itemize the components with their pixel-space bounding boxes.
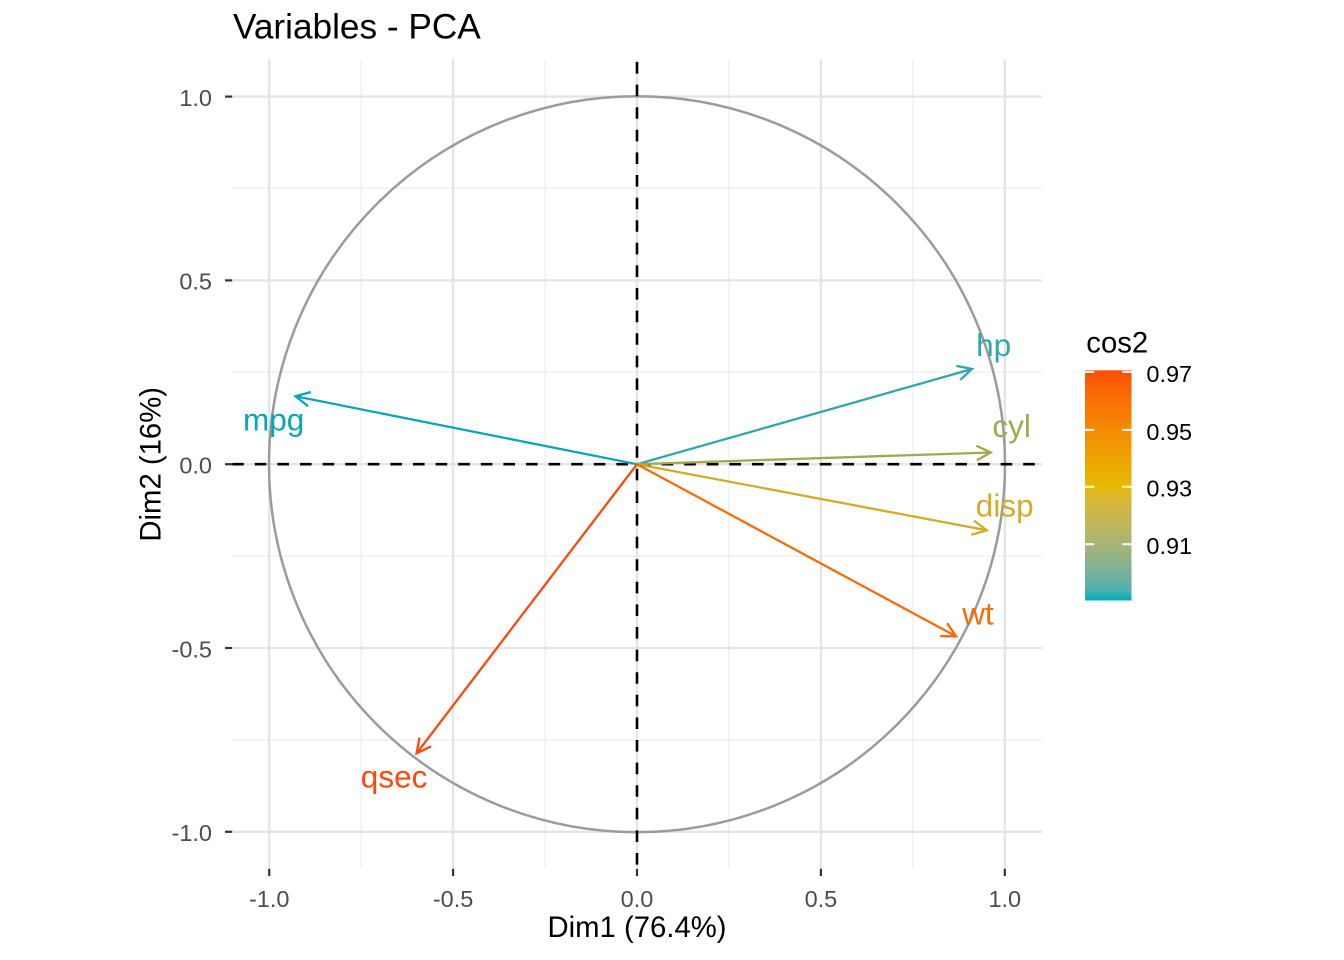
svg-text:disp: disp bbox=[976, 488, 1034, 524]
svg-text:0.91: 0.91 bbox=[1146, 533, 1192, 559]
svg-text:0.5: 0.5 bbox=[179, 269, 212, 295]
svg-text:mpg: mpg bbox=[243, 401, 304, 437]
svg-text:1.0: 1.0 bbox=[179, 85, 212, 111]
svg-text:wt: wt bbox=[961, 596, 994, 632]
svg-text:cos2: cos2 bbox=[1086, 327, 1148, 360]
svg-text:0.0: 0.0 bbox=[621, 886, 654, 912]
svg-text:-0.5: -0.5 bbox=[172, 636, 213, 662]
svg-text:qsec: qsec bbox=[361, 758, 428, 794]
svg-text:hp: hp bbox=[976, 327, 1011, 363]
svg-text:Variables - PCA: Variables - PCA bbox=[233, 7, 481, 46]
svg-text:Dim1 (76.4%): Dim1 (76.4%) bbox=[547, 911, 726, 944]
svg-text:1.0: 1.0 bbox=[988, 886, 1021, 912]
svg-text:-1.0: -1.0 bbox=[172, 820, 213, 846]
svg-text:-0.5: -0.5 bbox=[433, 886, 474, 912]
svg-text:0.5: 0.5 bbox=[805, 886, 838, 912]
svg-text:cyl: cyl bbox=[992, 408, 1031, 444]
svg-text:0.0: 0.0 bbox=[179, 453, 212, 479]
svg-text:0.97: 0.97 bbox=[1146, 361, 1192, 387]
svg-text:0.95: 0.95 bbox=[1146, 419, 1192, 445]
svg-text:Dim2 (16%): Dim2 (16%) bbox=[135, 387, 168, 542]
svg-text:0.93: 0.93 bbox=[1146, 476, 1192, 502]
svg-text:-1.0: -1.0 bbox=[249, 886, 290, 912]
